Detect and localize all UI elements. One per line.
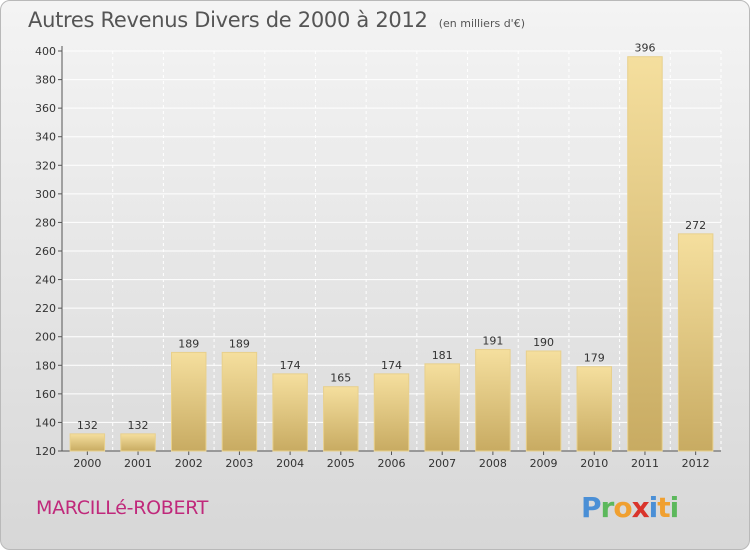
chart-subtitle: (en milliers d'€)	[438, 17, 525, 30]
bar-2010	[576, 366, 613, 452]
y-tick-label: 180	[35, 359, 56, 372]
logo-letter: i	[648, 491, 659, 524]
data-label-2006: 174	[381, 359, 402, 372]
bar-2005	[323, 386, 359, 452]
data-label-2000: 132	[77, 419, 98, 432]
data-label-2007: 181	[432, 349, 453, 362]
bar-2000	[69, 433, 106, 452]
y-tick-label: 400	[35, 45, 56, 58]
logo-letter: r	[600, 491, 615, 524]
bar-2002	[170, 351, 207, 452]
x-tick-label-2001: 2001	[124, 457, 152, 470]
y-tick-label: 280	[35, 216, 56, 229]
data-label-2012: 272	[685, 219, 706, 232]
data-label-2002: 189	[178, 337, 199, 350]
data-label-2001: 132	[128, 419, 149, 432]
y-tick-label: 160	[35, 388, 56, 401]
data-label-2004: 174	[280, 359, 301, 372]
commune-name: MARCILLé-ROBERT	[36, 497, 209, 519]
y-tick-label: 380	[35, 74, 56, 87]
x-tick-label-2002: 2002	[175, 457, 203, 470]
bar-2009	[525, 350, 562, 452]
bar-2008	[475, 349, 511, 452]
y-tick-label: 140	[35, 416, 56, 429]
data-label-2009: 190	[533, 336, 554, 349]
y-tick-label: 240	[35, 274, 56, 287]
y-tick-label: 120	[35, 445, 56, 458]
bar-2006	[373, 373, 410, 452]
y-tick-label: 360	[35, 102, 56, 115]
data-label-2011: 396	[634, 42, 655, 55]
logo-letter: x	[631, 491, 650, 524]
x-tick-label-2008: 2008	[479, 457, 507, 470]
x-tick-label-2011: 2011	[631, 457, 659, 470]
y-tick-label: 260	[35, 245, 56, 258]
x-tick-label-2005: 2005	[327, 457, 355, 470]
logo-letter: P	[581, 491, 602, 524]
data-label-2005: 165	[330, 372, 351, 385]
labels: 120 140 160 180 200 220 240 260 280 300 320 340 360 3…	[35, 42, 710, 470]
bar-2011	[627, 56, 663, 452]
logo-letter: t	[657, 491, 670, 524]
y-tick-label: 320	[35, 159, 56, 172]
x-tick-label-2004: 2004	[276, 457, 304, 470]
x-tick-label-2003: 2003	[225, 457, 253, 470]
bar-2001	[120, 433, 156, 452]
proxiti-logo[interactable]: Proxiti	[581, 491, 680, 524]
y-tick-label: 340	[35, 131, 56, 144]
x-tick-label-2006: 2006	[378, 457, 406, 470]
y-tick-label: 200	[35, 331, 56, 344]
bar-2004	[272, 373, 308, 452]
y-tick-label: 300	[35, 188, 56, 201]
bar-2012	[677, 233, 714, 452]
x-tick-label-2012: 2012	[682, 457, 710, 470]
x-tick-label-2009: 2009	[530, 457, 558, 470]
data-label-2010: 179	[584, 352, 605, 365]
logo-letter: o	[613, 491, 632, 524]
data-label-2003: 189	[229, 337, 250, 350]
logo-letter: i	[669, 491, 680, 524]
data-label-2008: 191	[482, 335, 503, 348]
y-tick-label: 220	[35, 302, 56, 315]
x-tick-label-2000: 2000	[73, 457, 101, 470]
bars	[69, 56, 714, 452]
x-tick-label-2010: 2010	[580, 457, 608, 470]
chart-title: Autres Revenus Divers de 2000 à 2012	[28, 8, 428, 32]
x-tick-label-2007: 2007	[428, 457, 456, 470]
bar-2007	[424, 363, 460, 452]
bar-2003	[221, 351, 258, 452]
chart-title-row: Autres Revenus Divers de 2000 à 2012 (en…	[28, 8, 525, 32]
